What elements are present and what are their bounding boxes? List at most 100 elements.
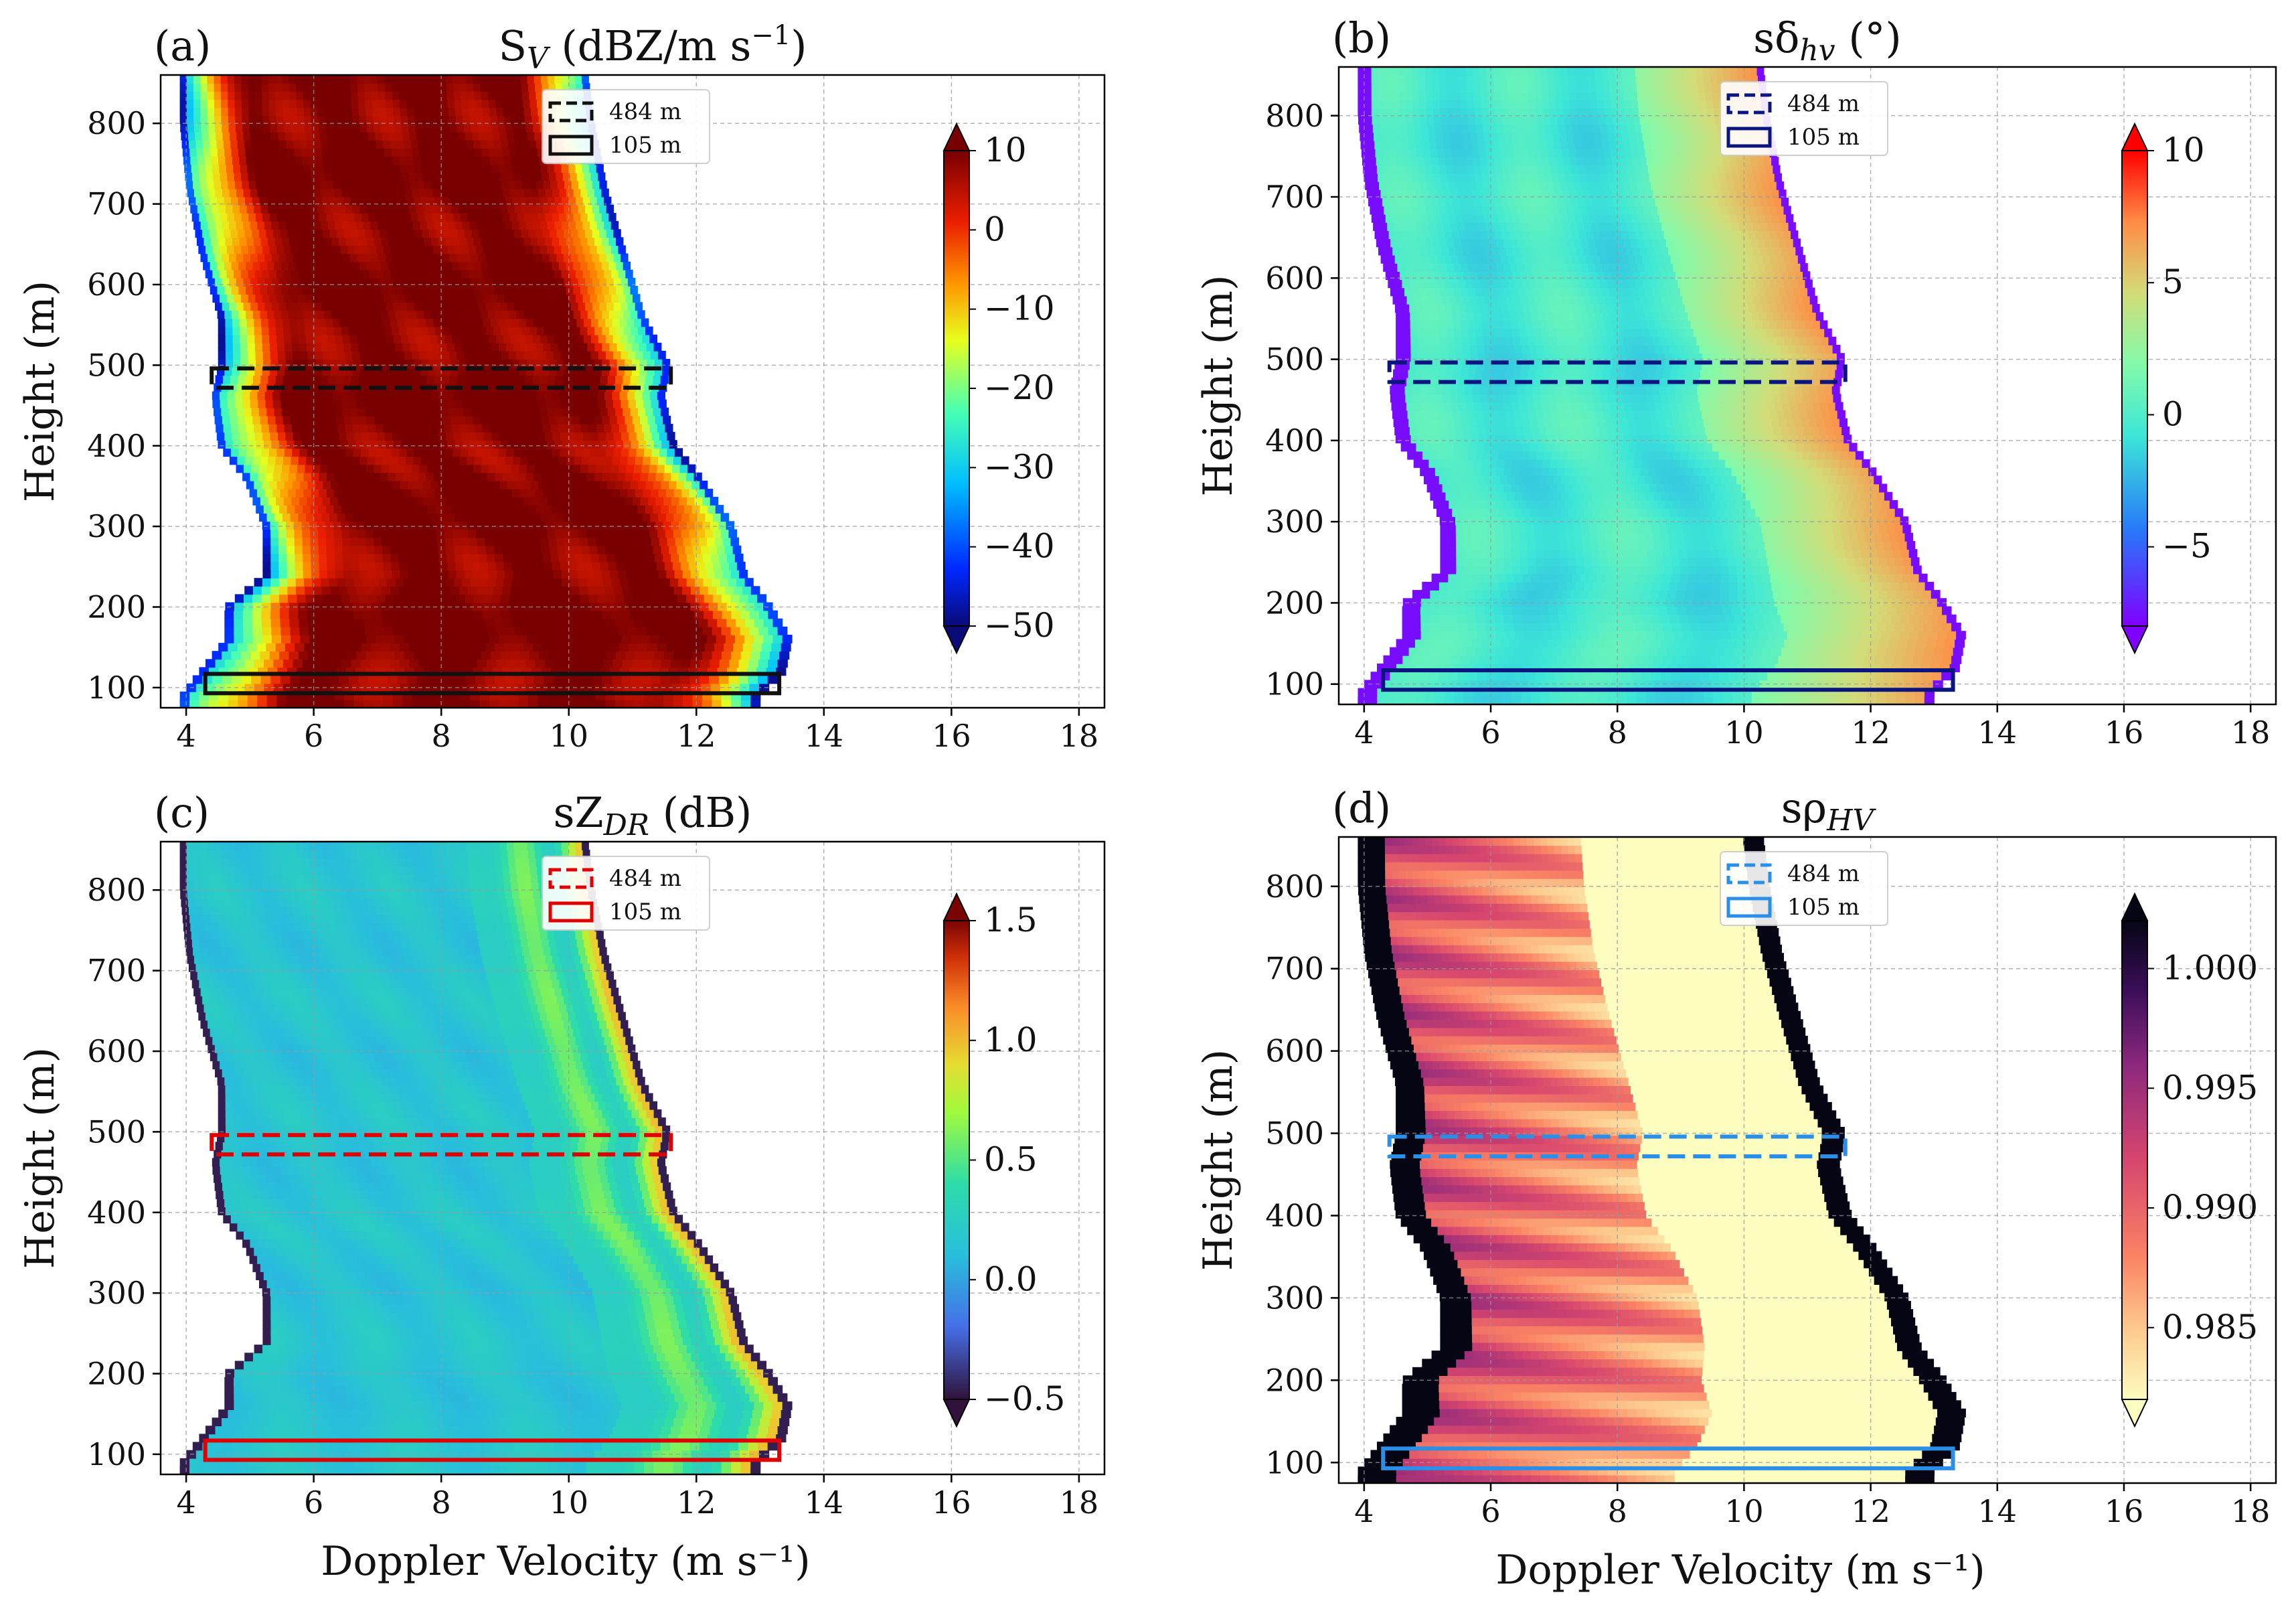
x-tick-label: 8	[432, 1484, 451, 1521]
y-tick-label: 500	[87, 347, 146, 383]
colorbar-tick-label: 0.995	[2162, 1068, 2258, 1107]
box-105m	[203, 672, 782, 696]
x-tick-label: 10	[549, 1484, 588, 1521]
x-tick-label: 6	[304, 1484, 323, 1521]
legend-swatch	[1726, 863, 1772, 885]
x-tick-label: 6	[304, 718, 323, 754]
axes-frame	[159, 840, 1106, 1476]
legend: 484 m 105 m	[542, 89, 710, 164]
colorbar: 1.000 0.995 0.990 0.985	[2121, 892, 2258, 1428]
box-484m	[210, 366, 673, 390]
colorbar-tick-label: 0	[984, 210, 1005, 248]
y-tick-label: 400	[1265, 1197, 1324, 1233]
x-tick-label: 8	[1608, 714, 1627, 751]
y-tick-label: 500	[87, 1113, 146, 1150]
y-tick-label: 300	[1265, 504, 1324, 540]
legend: 484 m 105 m	[1720, 81, 1888, 156]
y-tick-label: 700	[87, 953, 146, 989]
legend-swatch	[548, 101, 594, 123]
y-tick-label: 300	[87, 508, 146, 544]
colorbar: 10 5 0 −5	[2121, 122, 2212, 655]
colorbar-tick-label: 0.0	[984, 1259, 1038, 1298]
colorbar-tick-label: 1.000	[2162, 949, 2258, 988]
x-tick-label: 10	[1724, 1493, 1764, 1529]
y-tick-label: 700	[1265, 951, 1324, 987]
colorbar-tick-label: −10	[984, 289, 1055, 328]
colorbar-tick-label: 5	[2162, 262, 2184, 301]
panel-title: sρHV	[1781, 783, 1877, 838]
y-tick-label: 300	[1265, 1280, 1324, 1316]
x-tick-label: 10	[549, 718, 588, 754]
x-tick-label: 8	[1608, 1493, 1627, 1529]
y-tick-label: 400	[87, 428, 146, 464]
x-tick-label: 6	[1481, 714, 1500, 751]
y-tick-label: 100	[87, 1436, 146, 1472]
y-tick-label: 300	[87, 1275, 146, 1311]
y-axis-label: Height (m)	[17, 1047, 64, 1269]
y-axis-label: Height (m)	[1195, 275, 1242, 497]
y-tick-label: 800	[1265, 98, 1324, 134]
colorbar: 1.5 1.0 0.5 0.0 −0.5	[942, 892, 1065, 1428]
x-tick-label: 14	[805, 1484, 844, 1521]
x-tick-label: 18	[2231, 714, 2271, 751]
panel-a: 4 6 8 10 12 14 16 18100200300400500600700800Hei…	[17, 20, 1106, 754]
x-tick-label: 10	[1724, 714, 1764, 751]
legend-label: 105 m	[1787, 124, 1860, 151]
legend-label: 105 m	[609, 132, 681, 159]
y-axis-label: Height (m)	[17, 281, 64, 502]
panel-d: 4 6 8 10 12 14 16 18 100 200 300 400 500 600 700 800 Hei…	[1195, 783, 2277, 1594]
grid	[1339, 837, 2276, 1483]
legend-label: 484 m	[609, 98, 681, 125]
y-tick-label: 800	[87, 872, 146, 908]
heatmap	[179, 75, 793, 708]
grid	[161, 75, 1104, 708]
colorbar-tick-label: 0.990	[2162, 1188, 2258, 1227]
legend-label: 484 m	[1787, 860, 1860, 887]
y-tick-label: 700	[87, 186, 146, 222]
x-tick-label: 18	[1060, 718, 1099, 754]
axes-frame	[1337, 836, 2277, 1484]
legend-label: 484 m	[1787, 90, 1860, 117]
y-axis-label: Height (m)	[1195, 1049, 1242, 1271]
legend-label: 484 m	[609, 865, 681, 892]
x-axis-label: Doppler Velocity (m s⁻¹)	[321, 1538, 810, 1585]
x-tick-label: 14	[805, 718, 844, 754]
legend-label: 105 m	[609, 899, 681, 925]
y-tick-label: 500	[1265, 341, 1324, 378]
x-tick-label: 4	[1354, 1493, 1374, 1529]
colorbar-tick-label: −40	[984, 527, 1055, 566]
y-tick-label: 200	[1265, 585, 1324, 621]
colorbar-tick-label: 0	[2162, 394, 2184, 433]
legend-swatch	[548, 901, 594, 923]
box-105m	[1381, 1446, 1955, 1470]
colorbar-tick-label: 0.985	[2162, 1308, 2258, 1347]
x-tick-label: 6	[1481, 1493, 1500, 1529]
x-tick-label: 4	[1354, 714, 1374, 751]
x-tick-label: 14	[1978, 1493, 2018, 1529]
panel-letter: (c)	[154, 788, 210, 837]
legend-swatch	[1726, 93, 1772, 114]
y-tick-label: 100	[1265, 1444, 1324, 1480]
panel-letter: (a)	[154, 21, 211, 70]
panel-title: sZDR (dB)	[554, 788, 752, 842]
panel-b: 4 6 8 10 12 14 16 18100200300400500600700800Hei…	[1195, 13, 2277, 751]
colorbar-tick-label: −30	[984, 447, 1055, 486]
y-tick-label: 200	[1265, 1362, 1324, 1398]
grid	[1339, 67, 2276, 704]
legend: 484 m 105 m	[1720, 851, 1888, 926]
colorbar-tick-label: 10	[984, 131, 1027, 169]
axes-frame	[159, 74, 1106, 709]
y-tick-label: 100	[87, 670, 146, 706]
x-tick-label: 12	[1851, 1493, 1890, 1529]
heatmap	[179, 842, 793, 1474]
y-tick-label: 800	[87, 105, 146, 141]
box-484m	[1387, 1134, 1848, 1158]
y-tick-label: 800	[1265, 868, 1324, 905]
x-tick-label: 16	[932, 718, 971, 754]
heatmap	[1358, 837, 1966, 1483]
box-105m	[1381, 668, 1955, 692]
legend-swatch	[1726, 897, 1772, 918]
x-axis-label: Doppler Velocity (m s⁻¹)	[1495, 1547, 1985, 1594]
legend-swatch	[548, 868, 594, 889]
